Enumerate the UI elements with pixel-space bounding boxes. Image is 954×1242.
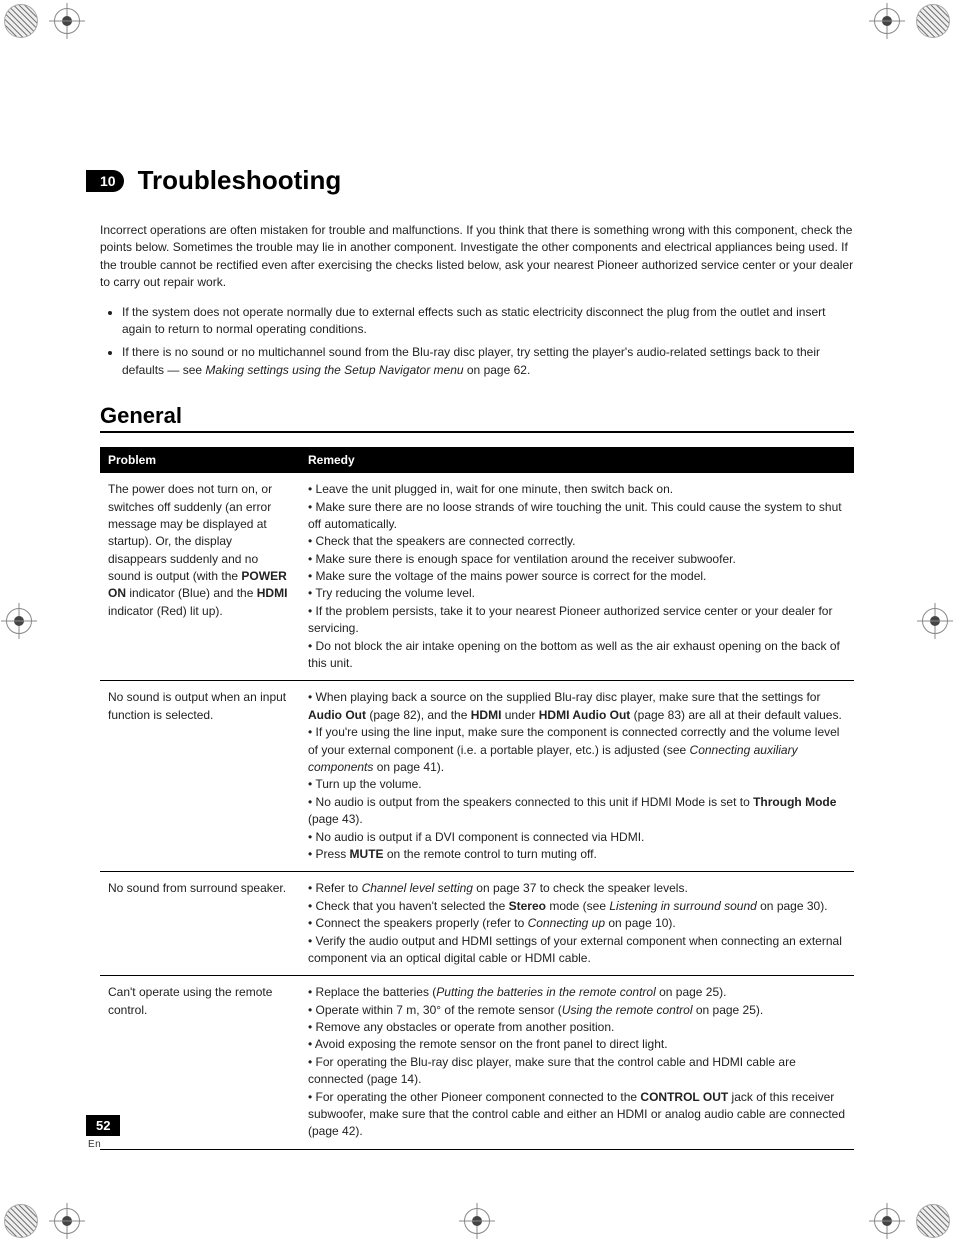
crop-mark — [916, 4, 950, 38]
col-problem: Problem — [100, 447, 300, 473]
page-number-block: 52 En — [86, 1115, 120, 1150]
chapter-title: Troubleshooting — [138, 165, 342, 196]
crop-mark — [874, 1208, 900, 1234]
crop-mark — [464, 1208, 490, 1234]
remedy-cell: • Leave the unit plugged in, wait for on… — [300, 473, 854, 681]
problem-cell: Can't operate using the remote control. — [100, 976, 300, 1150]
troubleshooting-table: Problem Remedy The power does not turn o… — [100, 447, 854, 1150]
problem-cell: No sound from surround speaker. — [100, 872, 300, 976]
table-row: The power does not turn on, or switches … — [100, 473, 854, 681]
remedy-cell: • Refer to Channel level setting on page… — [300, 872, 854, 976]
section-title: General — [100, 403, 854, 433]
crop-mark — [4, 1204, 38, 1238]
col-remedy: Remedy — [300, 447, 854, 473]
crop-mark — [6, 608, 32, 634]
page-content: 10 Troubleshooting Incorrect operations … — [100, 165, 854, 1150]
table-row: No sound is output when an input functio… — [100, 681, 854, 872]
crop-mark — [874, 8, 900, 34]
note-item: If there is no sound or no multichannel … — [122, 344, 854, 379]
chapter-header: 10 Troubleshooting — [86, 165, 854, 196]
crop-mark — [922, 608, 948, 634]
crop-mark — [54, 1208, 80, 1234]
table-row: No sound from surround speaker. • Refer … — [100, 872, 854, 976]
chapter-number: 10 — [86, 170, 124, 192]
note-item: If the system does not operate normally … — [122, 304, 854, 339]
remedy-cell: • When playing back a source on the supp… — [300, 681, 854, 872]
page-number: 52 — [86, 1115, 120, 1136]
crop-mark — [54, 8, 80, 34]
page-language: En — [86, 1139, 120, 1150]
table-row: Can't operate using the remote control. … — [100, 976, 854, 1150]
problem-cell: No sound is output when an input functio… — [100, 681, 300, 872]
intro-paragraph: Incorrect operations are often mistaken … — [100, 222, 854, 292]
crop-mark — [4, 4, 38, 38]
crop-mark — [916, 1204, 950, 1238]
remedy-cell: • Replace the batteries (Putting the bat… — [300, 976, 854, 1150]
intro-notes: If the system does not operate normally … — [100, 304, 854, 380]
problem-cell: The power does not turn on, or switches … — [100, 473, 300, 681]
